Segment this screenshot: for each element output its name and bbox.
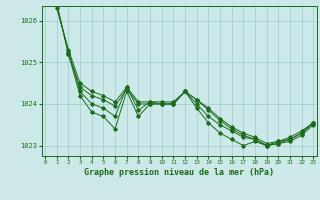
X-axis label: Graphe pression niveau de la mer (hPa): Graphe pression niveau de la mer (hPa)	[84, 168, 274, 177]
